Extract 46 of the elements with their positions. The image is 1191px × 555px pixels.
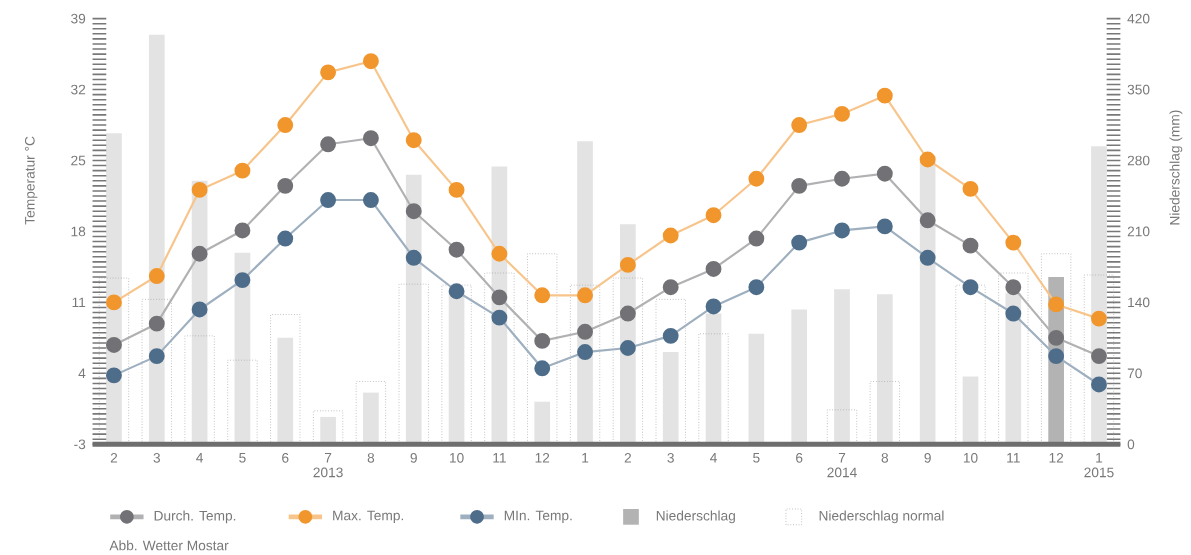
x-tick-label: 5 [239,452,246,463]
x-tick-label: 12 [1049,452,1064,463]
x-tick-label: 10 [449,452,464,463]
y2-tick-label: 210 [1127,226,1150,237]
x-tick-label: 7 2013 [313,452,343,478]
y2-tick-label: 420 [1127,13,1150,24]
x-tick-label: 11 [1007,452,1020,463]
x-tick-label: 8 [881,452,889,463]
legend-label: Niederschlag [656,510,735,524]
x-tick-label: 2 [110,452,118,463]
x-tick-label: 8 [367,452,375,463]
y-tick-label: 25 [71,155,86,166]
x-tick-label: 1 [582,452,589,463]
x-tick-label: 10 [963,452,978,463]
y-tick-label: 18 [71,226,86,237]
legend-label: Niederschlag normal [819,510,944,524]
x-tick-label: 3 [153,452,160,463]
y-tick-label: 11 [72,297,86,308]
x-tick-label: 3 [667,452,674,463]
x-tick-label: 6 [796,452,803,463]
x-tick-label: 4 [710,452,717,463]
legend-label: Durch. Temp. [154,510,236,524]
x-tick-label: 11 [493,452,506,463]
y2-tick-label: 0 [1127,439,1135,450]
x-tick-label: 2 [624,452,631,463]
y2-tick-label: 70 [1127,368,1142,379]
legend-label: MIn. Temp. [504,510,572,523]
x-tick-label: 4 [196,452,204,463]
x-tick-label: 9 [924,452,931,463]
x-tick-label: 7 2014 [827,452,857,478]
y2-tick-label: 350 [1127,84,1150,95]
y-tick-label: 32 [71,84,86,95]
x-tick-label: 6 [282,452,289,463]
x-tick-label: 9 [410,452,417,463]
x-tick-label: 1 2015 [1084,452,1114,478]
y-tick-label: 4 [78,368,86,379]
y-axis-title: Temperatur °C [24,136,38,225]
y2-axis-title: Niederschlag (mm) [1169,110,1183,225]
x-tick-label: 5 [753,452,760,463]
y-tick-label: 39 [71,13,86,24]
legend-label: Max. Temp. [333,510,404,523]
y2-tick-label: 280 [1127,155,1150,166]
y2-tick-label: 140 [1128,297,1150,308]
text: Abb. Wetter Mostar [109,540,229,551]
y-tick-label: -3 [74,439,86,450]
x-tick-label: 12 [535,452,550,463]
